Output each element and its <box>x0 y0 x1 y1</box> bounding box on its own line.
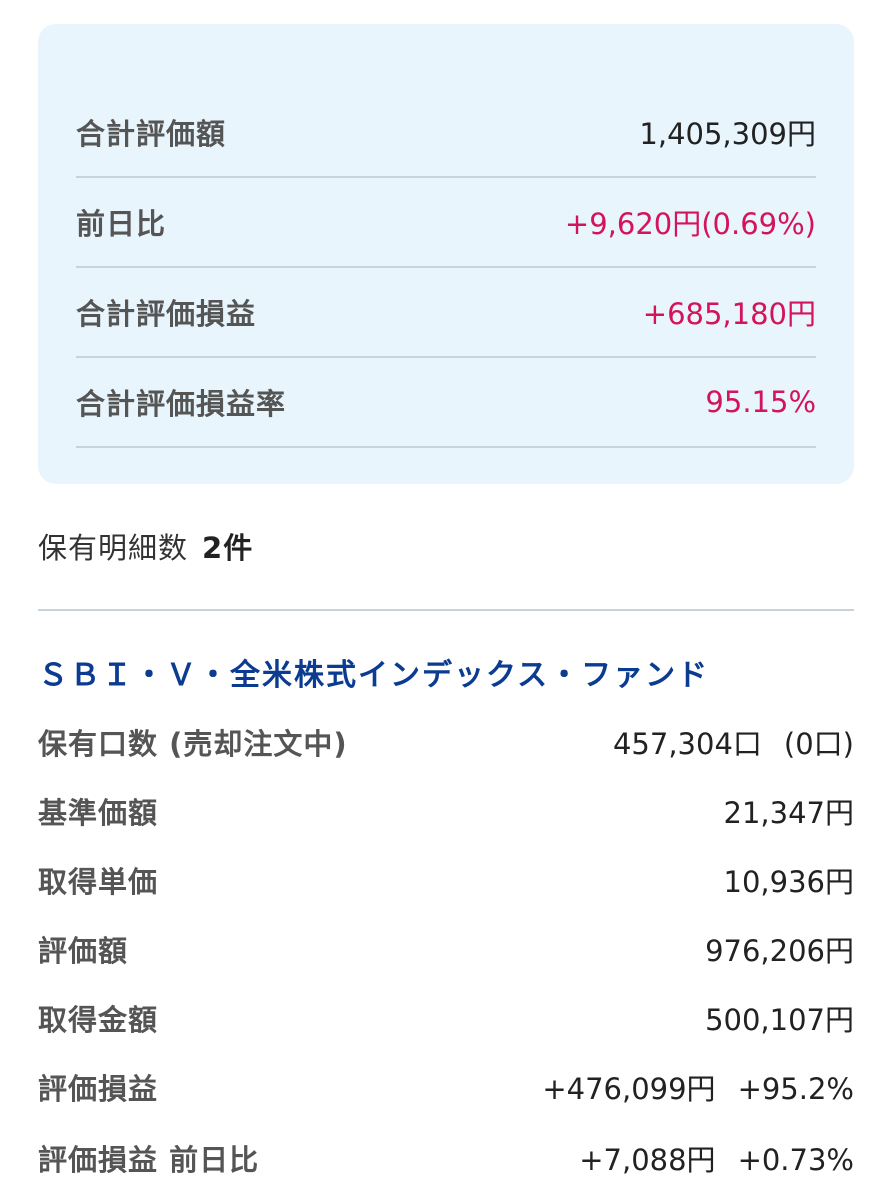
portfolio-summary-card: 合計評価額 1,405,309円 前日比 +9,620円(0.69%) 合計評価… <box>38 24 854 484</box>
detail-row-market-value: 評価額 976,206円 <box>38 924 854 974</box>
day-change-amount: +7,088円 <box>579 1143 716 1177</box>
summary-label: 前日比 <box>76 207 167 241</box>
detail-row-gain-day-change: 評価損益 前日比 +7,088円 +0.73% <box>38 1133 854 1183</box>
summary-value: +685,180円 <box>642 297 816 331</box>
detail-value: 21,347円 <box>723 796 854 830</box>
detail-row-units: 保有口数 (売却注文中) 457,304口 (0口) <box>38 717 854 767</box>
detail-row-cost-basis: 取得金額 500,107円 <box>38 993 854 1043</box>
detail-value: 976,206円 <box>705 934 854 968</box>
detail-row-nav: 基準価額 21,347円 <box>38 786 854 836</box>
detail-row-unit-cost: 取得単価 10,936円 <box>38 855 854 905</box>
summary-value: 95.15% <box>705 385 816 419</box>
units-sell-order: (0口) <box>783 727 854 761</box>
summary-value: +9,620円(0.69%) <box>564 207 816 241</box>
summary-row-total-value: 合計評価額 1,405,309円 <box>76 88 816 178</box>
gain-amount: +476,099円 <box>542 1072 716 1106</box>
detail-value: +7,088円 +0.73% <box>579 1137 854 1179</box>
summary-label: 合計評価額 <box>76 117 227 151</box>
day-change-rate: +0.73% <box>737 1143 854 1177</box>
detail-value: +476,099円 +95.2% <box>542 1066 854 1108</box>
detail-value: 10,936円 <box>723 865 854 899</box>
summary-label: 合計評価損益率 <box>76 387 287 421</box>
summary-row-total-gain-rate: 合計評価損益率 95.15% <box>76 358 816 448</box>
units-held: 457,304口 <box>612 727 762 761</box>
detail-label: 評価損益 <box>38 1072 159 1106</box>
detail-label: 評価額 <box>38 934 129 968</box>
summary-row-total-gain: 合計評価損益 +685,180円 <box>76 268 816 358</box>
detail-value: 500,107円 <box>705 1003 854 1037</box>
summary-row-day-change: 前日比 +9,620円(0.69%) <box>76 178 816 268</box>
fund-name-link[interactable]: ＳＢＩ・Ｖ・全米株式インデックス・ファンド <box>38 658 710 693</box>
detail-label: 評価損益 前日比 <box>38 1143 260 1177</box>
detail-label: 基準価額 <box>38 796 159 830</box>
summary-value: 1,405,309円 <box>639 117 816 151</box>
detail-label: 保有口数 (売却注文中) <box>38 727 348 761</box>
detail-label: 取得金額 <box>38 1003 159 1037</box>
detail-value: 457,304口 (0口) <box>613 721 854 763</box>
section-divider <box>38 609 854 611</box>
summary-label: 合計評価損益 <box>76 297 257 331</box>
gain-rate: +95.2% <box>737 1072 854 1106</box>
detail-row-unrealized-gain: 評価損益 +476,099円 +95.2% <box>38 1062 854 1112</box>
holdings-count: 保有明細数 2件 <box>38 525 253 567</box>
holdings-count-label: 保有明細数 <box>38 531 189 565</box>
detail-label: 取得単価 <box>38 865 159 899</box>
holdings-count-value: 2件 <box>202 531 254 565</box>
